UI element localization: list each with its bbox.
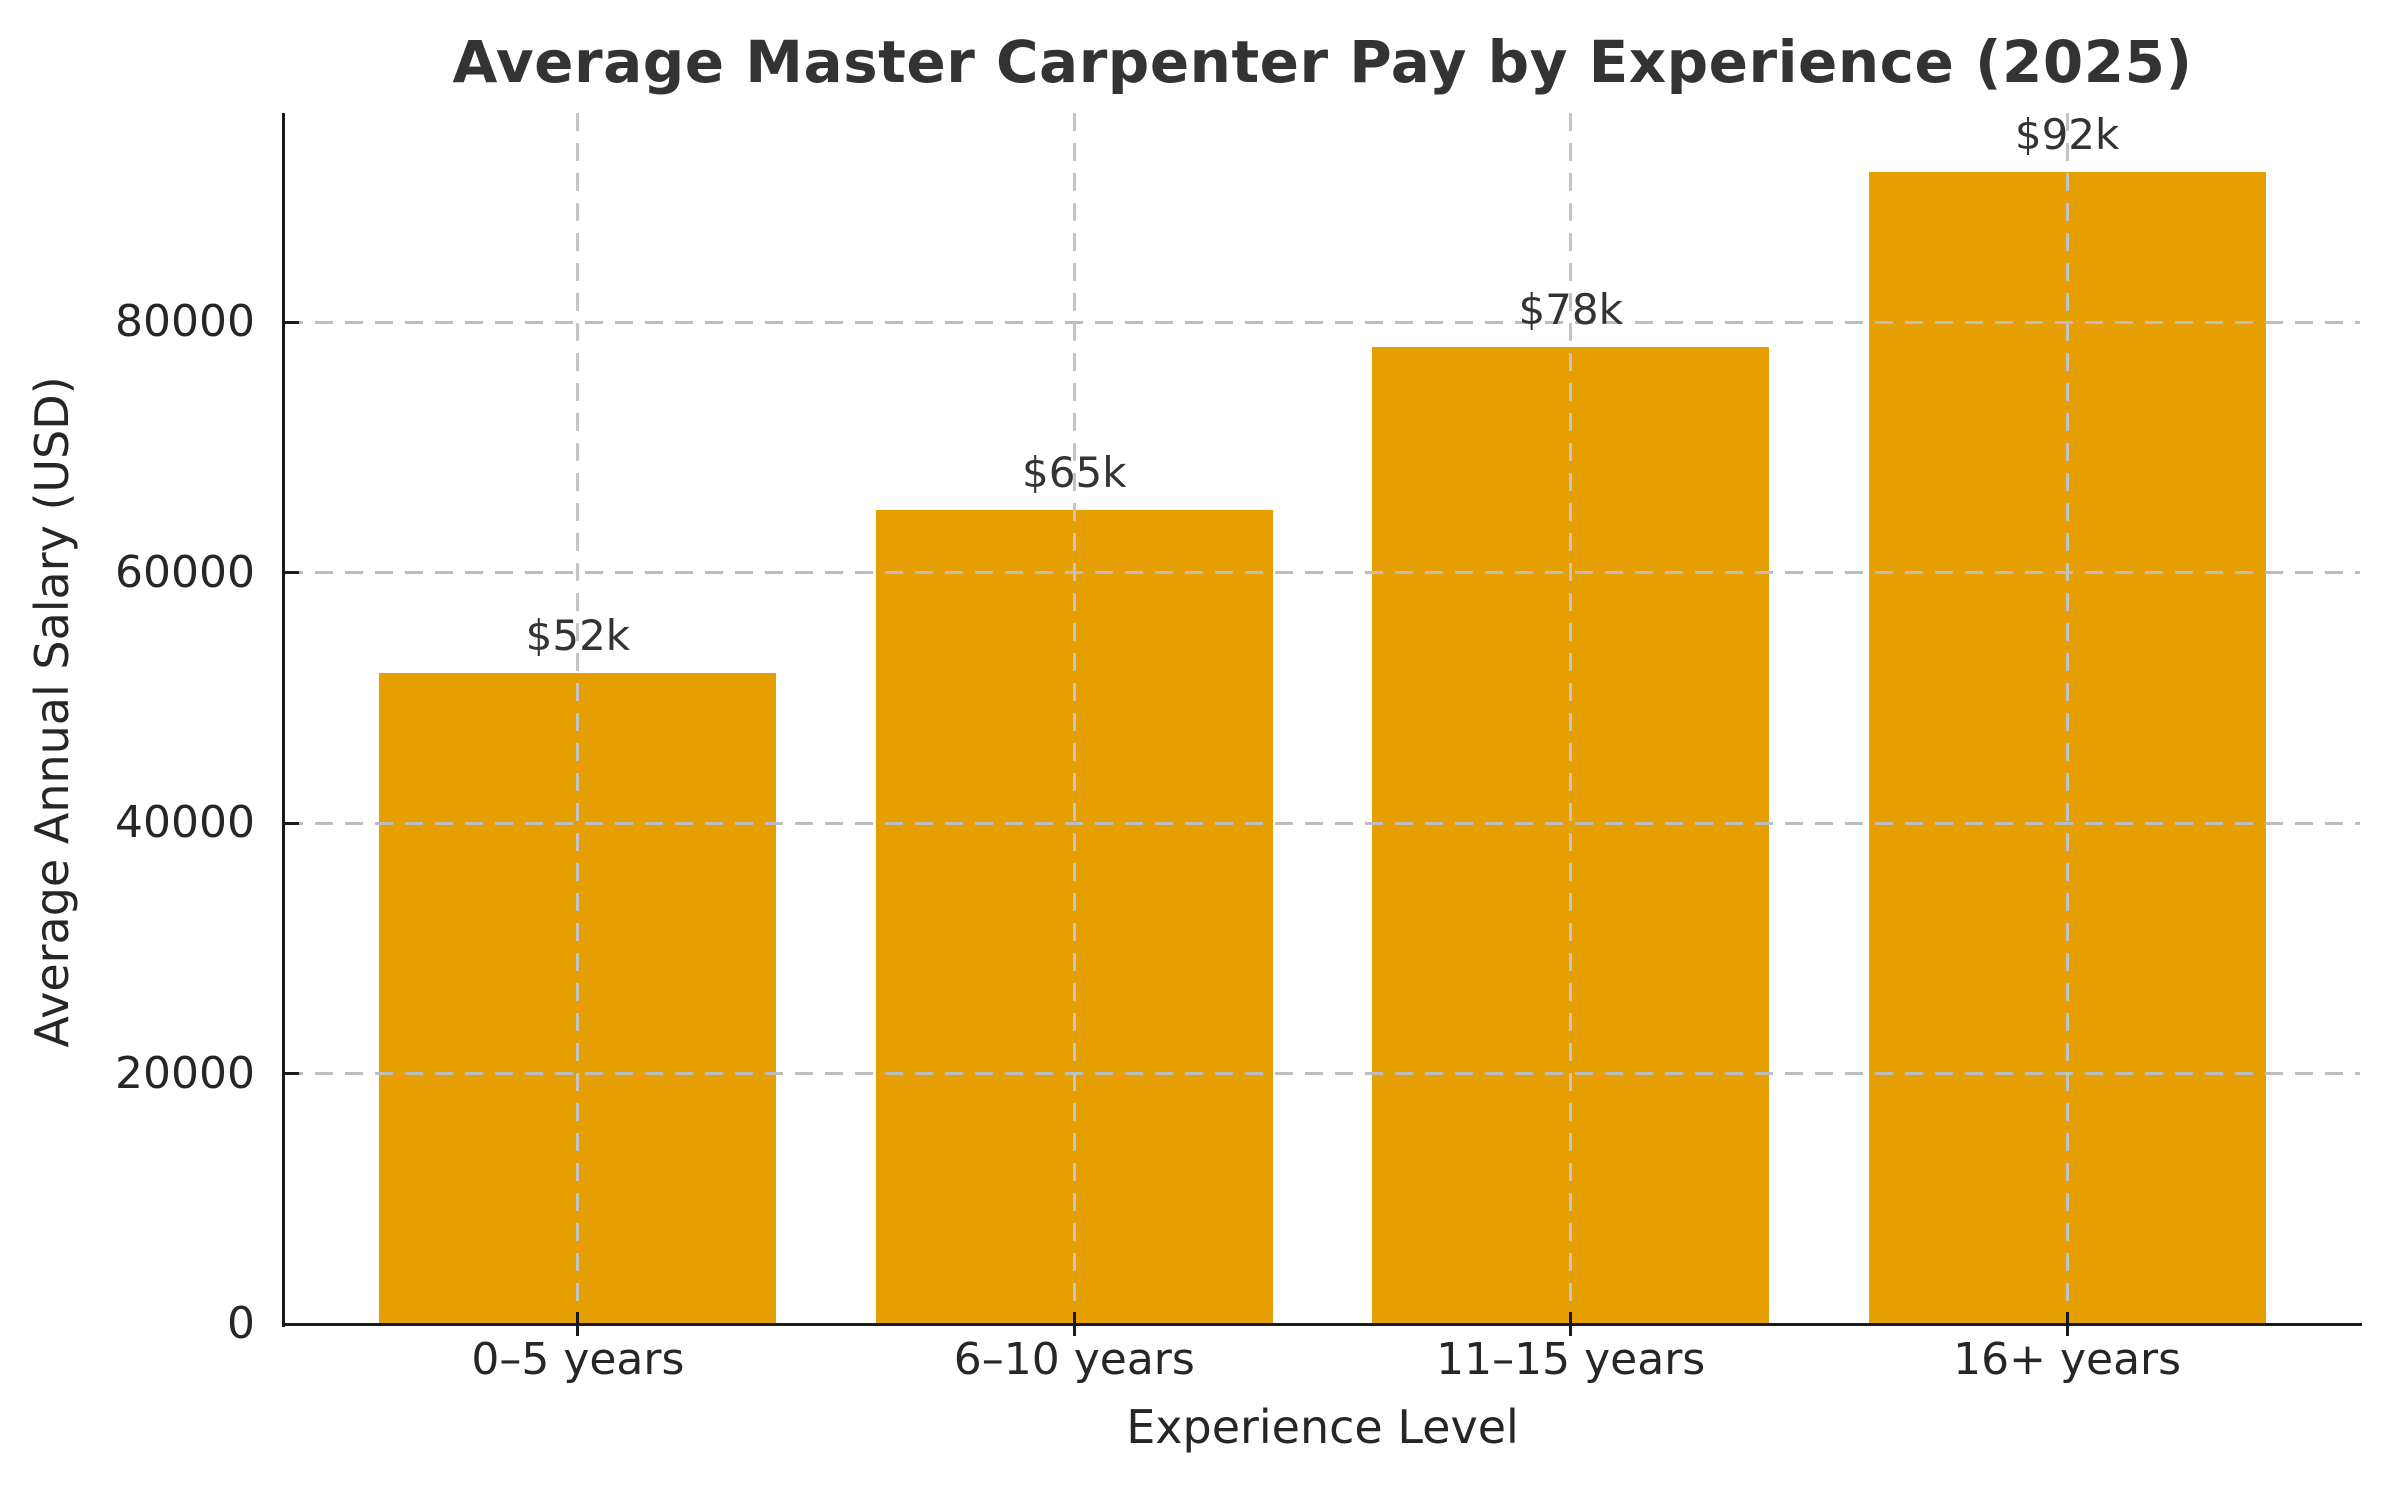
x-tick-label: 16+ years	[1953, 1334, 2182, 1385]
x-axis-line	[282, 1323, 2362, 1326]
x-tick	[576, 1312, 580, 1336]
y-tick-label: 80000	[115, 296, 255, 348]
h-gridline	[285, 821, 2360, 825]
v-gridline	[576, 113, 580, 1324]
x-tick	[2065, 1312, 2069, 1336]
y-tick-label: 40000	[115, 797, 255, 849]
x-tick-label: 0–5 years	[471, 1334, 685, 1385]
bar-value-label: $92k	[2014, 109, 2120, 159]
bar-value-label: $65k	[1022, 448, 1127, 497]
y-tick-label: 20000	[115, 1047, 255, 1099]
x-tick	[1072, 1312, 1076, 1336]
y-axis-label: Average Annual Salary (USD)	[25, 376, 79, 1048]
y-tick	[285, 320, 299, 324]
x-tick-label: 6–10 years	[953, 1334, 1195, 1385]
plot-area: 0 20000 40000 60000 80000 $52k 0–5 years $65k 6–…	[115, 109, 2362, 1382]
bar-value-label: $78k	[1518, 285, 1623, 335]
bar-value-label: $52k	[525, 610, 631, 660]
chart-title: Average Master Carpenter Pay by Experien…	[452, 28, 2193, 96]
v-gridline	[1072, 113, 1076, 1324]
v-gridline	[1569, 113, 1573, 1324]
y-tick-label: 60000	[115, 546, 255, 598]
x-axis-label: Experience Level	[1126, 1400, 1519, 1454]
v-gridline	[2065, 113, 2069, 1324]
y-tick-label: 0	[227, 1298, 255, 1349]
h-gridline	[285, 320, 2360, 324]
x-tick-label: 11–15 years	[1436, 1334, 1706, 1385]
y-tick	[285, 571, 299, 575]
y-tick	[285, 821, 299, 825]
x-tick	[1569, 1312, 1573, 1336]
y-tick	[285, 1322, 299, 1326]
y-axis-line	[282, 113, 285, 1327]
y-tick	[285, 1072, 299, 1076]
h-gridline	[285, 571, 2360, 575]
h-gridline	[285, 1072, 2360, 1076]
